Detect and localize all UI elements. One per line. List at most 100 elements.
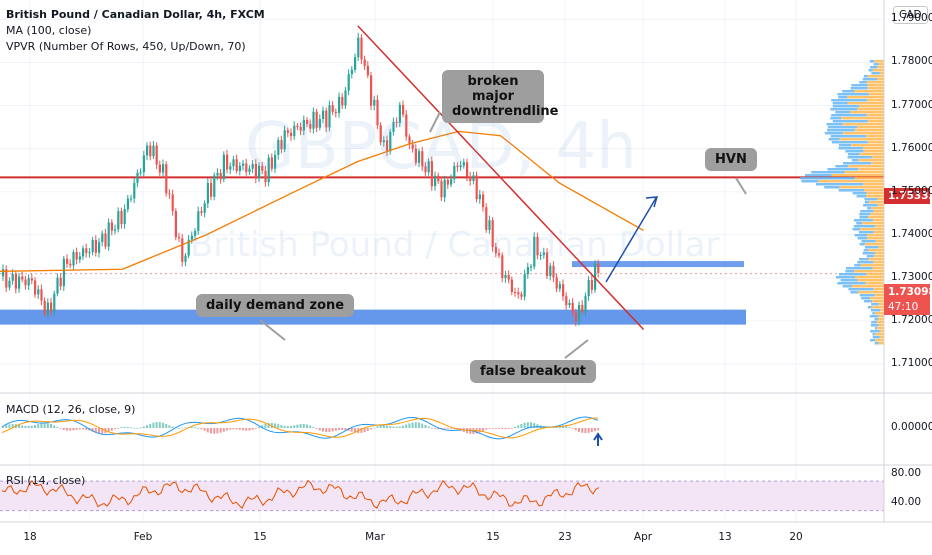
- candle-body: [405, 114, 408, 137]
- macd-histogram-bar: [328, 428, 331, 432]
- macd-histogram-bar: [194, 427, 196, 428]
- macd-histogram-bar: [222, 428, 225, 432]
- vpvr-bar-up: [859, 213, 870, 216]
- vpvr-bar-up: [838, 147, 863, 150]
- vpvr-bar-up: [852, 192, 867, 195]
- candle-body: [286, 130, 289, 133]
- candle-body: [533, 236, 536, 267]
- rsi-tick-label: 40.00: [891, 496, 922, 509]
- vpvr-bar-down: [859, 105, 884, 108]
- vpvr-bar-up: [853, 219, 873, 222]
- vpvr-bar-up: [851, 84, 868, 87]
- candle-body: [296, 125, 299, 128]
- vpvr-bar-down: [867, 120, 884, 123]
- callout-demand-zone: daily demand zone: [196, 294, 355, 317]
- y-tick-label: 1.74000: [891, 227, 932, 240]
- macd-histogram-bar: [363, 428, 366, 433]
- candle-body: [578, 304, 581, 322]
- candle-body: [542, 252, 545, 255]
- macd-histogram-bar: [203, 428, 206, 431]
- candle-body: [88, 252, 91, 254]
- vpvr-bar-down: [866, 114, 884, 117]
- candle-body: [2, 269, 5, 277]
- candle-body: [530, 266, 533, 268]
- candle-body: [293, 125, 296, 137]
- macd-histogram-bar: [69, 428, 72, 431]
- candle-body: [523, 274, 526, 297]
- candle-body: [440, 181, 443, 198]
- macd-histogram-bar: [162, 422, 164, 428]
- candle-body: [536, 236, 539, 256]
- macd-tick-label: 0.00000: [891, 421, 932, 433]
- candle-body: [315, 111, 318, 128]
- candle-body: [162, 164, 165, 173]
- rsi-legend[interactable]: RSI (14, close): [6, 474, 86, 487]
- macd-histogram-bar: [8, 424, 11, 428]
- macd-histogram-bar: [72, 428, 75, 431]
- macd-legend[interactable]: MACD (12, 26, close, 9): [6, 403, 136, 416]
- candle-body: [366, 65, 369, 76]
- macd-histogram-bar: [114, 428, 116, 430]
- vpvr-bar-up: [870, 339, 876, 342]
- x-tick-label: 13: [718, 531, 732, 543]
- candle-body: [184, 255, 187, 262]
- macd-histogram-bar: [312, 427, 315, 428]
- candle-body: [200, 211, 203, 213]
- candle-body: [549, 265, 552, 277]
- candle-body: [450, 179, 453, 185]
- macd-histogram-bar: [155, 422, 158, 428]
- vpvr-bar-up: [852, 228, 861, 231]
- vpvr-bar-down: [878, 246, 884, 249]
- vpvr-bar-down: [867, 237, 884, 240]
- currency-button[interactable]: CAD: [893, 6, 928, 24]
- macd-histogram-bar: [280, 425, 283, 428]
- vpvr-bar-up: [863, 204, 878, 207]
- candle-body: [485, 207, 488, 230]
- breakout-zone: [572, 261, 744, 268]
- candle-body: [261, 165, 264, 171]
- candle-body: [590, 279, 593, 290]
- candle-body: [341, 97, 344, 106]
- vpvr-bar-up: [830, 117, 842, 120]
- candle-body: [104, 233, 107, 247]
- candle-body: [379, 125, 382, 143]
- candle-body: [290, 132, 293, 137]
- callout-false-breakout: false breakout: [470, 360, 596, 383]
- candle-body: [386, 140, 389, 152]
- candle-body: [178, 237, 181, 239]
- ma-legend[interactable]: MA (100, close): [6, 24, 92, 37]
- candle-body: [427, 161, 430, 173]
- vpvr-bar-down: [877, 318, 884, 321]
- vpvr-bar-down: [871, 162, 884, 165]
- vpvr-bar-down: [839, 138, 884, 141]
- candle-body: [72, 252, 75, 266]
- macd-histogram-bar: [341, 428, 344, 430]
- candle-body: [325, 110, 328, 128]
- candle-body: [18, 276, 21, 289]
- vpvr-bar-up: [838, 189, 865, 192]
- macd-histogram-bar: [30, 425, 33, 428]
- candle-body: [402, 104, 405, 115]
- vpvr-bar-down: [864, 189, 884, 192]
- candle-body: [30, 278, 33, 281]
- callout-pointer: [259, 319, 286, 341]
- macd-histogram-bar: [402, 425, 404, 428]
- vpvr-bar-down: [844, 171, 884, 174]
- candle-body: [206, 182, 209, 204]
- vpvr-bar-down: [878, 315, 884, 318]
- candle-body: [245, 163, 248, 172]
- vpvr-bar-up: [869, 60, 875, 63]
- y-tick-label: 1.73000: [891, 270, 932, 283]
- vpvr-bar-down: [849, 111, 884, 114]
- macd-histogram-bar: [18, 424, 20, 428]
- vpvr-bar-down: [857, 279, 884, 282]
- vpvr-bar-up: [864, 198, 877, 201]
- candle-body: [222, 154, 225, 180]
- macd-histogram-bar: [190, 426, 193, 428]
- candle-body: [494, 246, 497, 254]
- macd-histogram-bar: [578, 428, 580, 432]
- vpvr-legend[interactable]: VPVR (Number Of Rows, 450, Up/Down, 70): [6, 40, 246, 53]
- macd-histogram-bar: [443, 428, 446, 429]
